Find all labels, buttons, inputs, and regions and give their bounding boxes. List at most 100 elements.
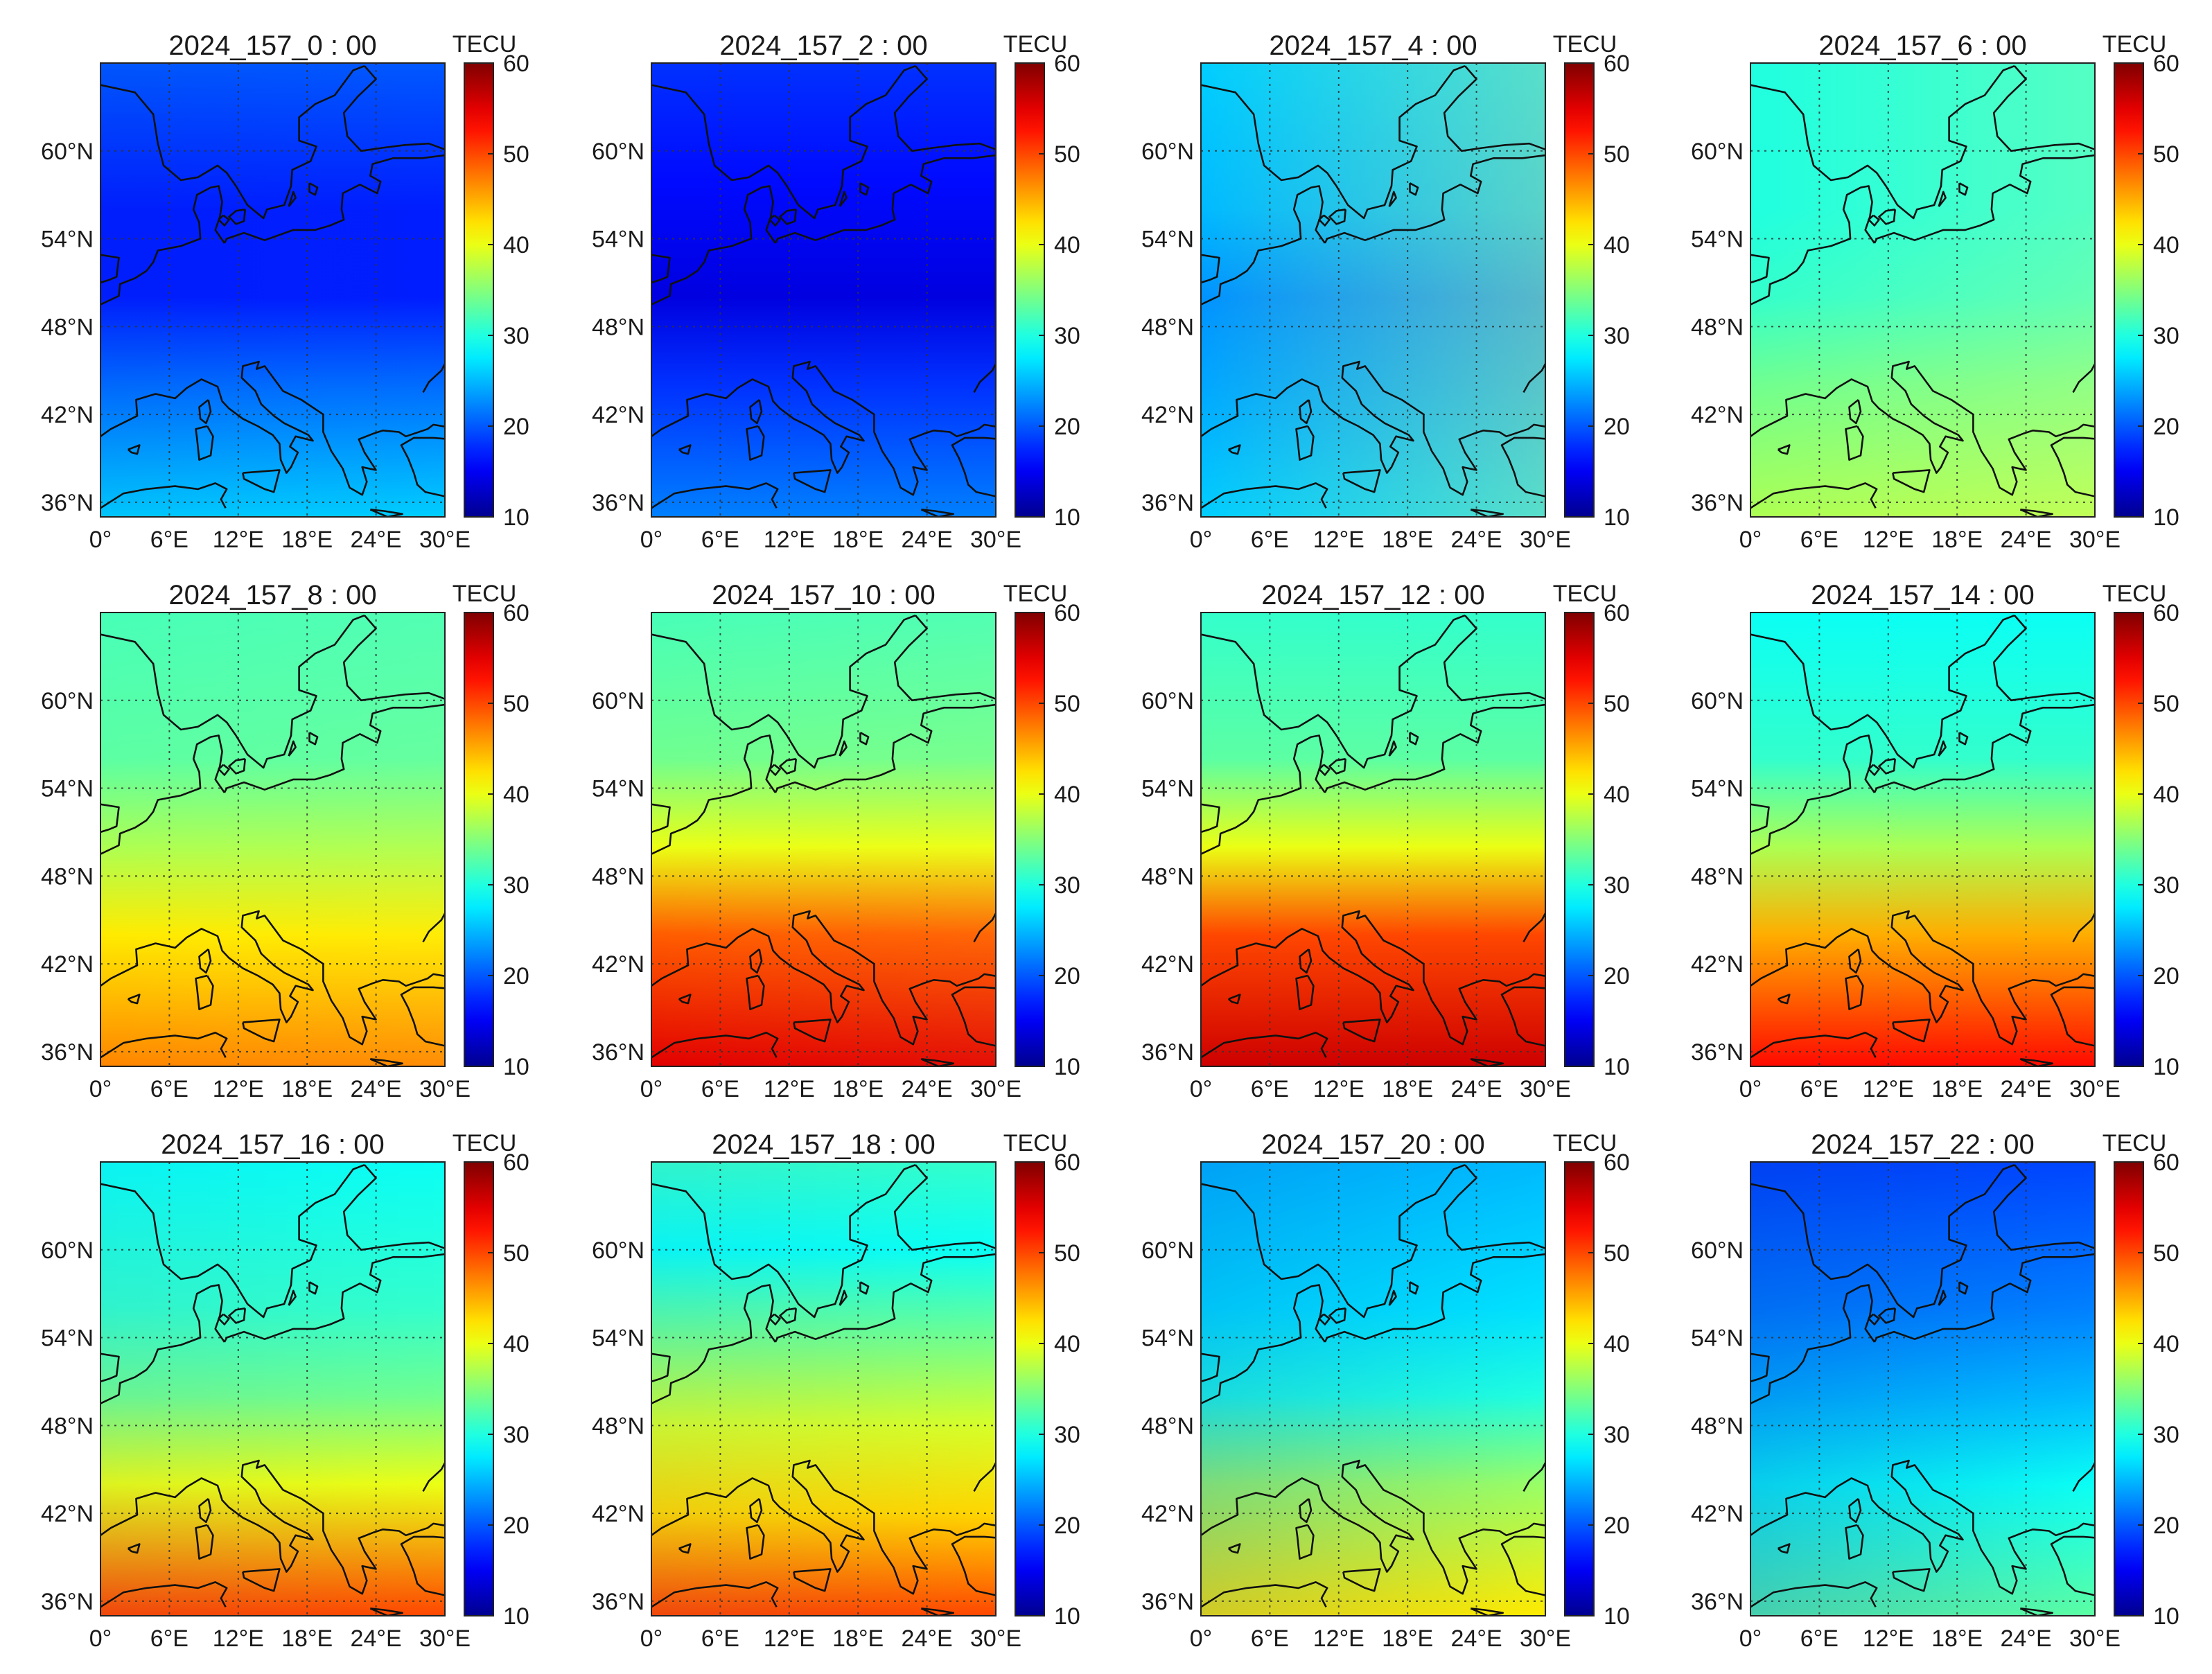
lat-tick-label: 54°N [592, 1325, 644, 1352]
lon-tick-label: 0° [1190, 1076, 1213, 1102]
lon-tick-label: 12°E [764, 1625, 815, 1652]
colorbar [2114, 1161, 2144, 1616]
map-frame [1200, 612, 1546, 1067]
map-frame [1750, 612, 2096, 1067]
lon-tick-label: 18°E [832, 1625, 884, 1652]
panel-title: 2024_157_16 : 00 [161, 1129, 385, 1160]
colorbar-tick-label: 10 [1054, 1054, 1080, 1080]
tec-longitude-shading [1750, 63, 2095, 517]
colorbar-unit-label: TECU [1003, 31, 1068, 58]
lat-tick-label: 42°N [1141, 402, 1194, 428]
colorbar-tick-label: 10 [503, 1603, 529, 1630]
coastlines [1201, 614, 1545, 1066]
lon-tick-label: 30°E [2069, 527, 2121, 553]
lat-tick-label: 60°N [592, 1237, 644, 1264]
lon-tick-label: 24°E [2001, 1625, 2052, 1652]
lat-tick-label: 36°N [592, 1589, 644, 1615]
lat-tick-label: 54°N [41, 1325, 94, 1352]
map-frame [1200, 1161, 1546, 1616]
lat-tick-label: 54°N [1141, 227, 1194, 253]
lon-tick-label: 30°E [419, 527, 471, 553]
colorbar-tick-label: 10 [1604, 1603, 1630, 1630]
colorbar [464, 62, 494, 518]
colorbar-unit-label: TECU [453, 31, 517, 58]
lon-tick-label: 30°E [1520, 1625, 1571, 1652]
lon-tick-label: 24°E [351, 527, 402, 553]
colorbar-unit-label: TECU [1553, 581, 1617, 607]
lat-tick-label: 60°N [1691, 688, 1744, 714]
lat-tick-label: 54°N [1691, 776, 1744, 802]
colorbar-tick-label: 50 [503, 691, 529, 717]
tec-longitude-shading [651, 1162, 996, 1616]
coastlines [651, 1163, 996, 1616]
lat-tick-label: 48°N [1691, 863, 1744, 890]
colorbar-tick-label: 20 [1054, 1513, 1080, 1539]
colorbar-tick-label: 40 [1604, 1331, 1630, 1357]
tec-panel-0: 2024_157_0 : 00 36°N 42°N 48°N 54°N 60°N 0° 6°E… [41, 30, 529, 553]
lat-tick-label: 36°N [41, 1039, 94, 1066]
colorbar-tick-label: 60 [503, 51, 529, 77]
lon-tick-label: 18°E [1382, 1625, 1433, 1652]
colorbar-tick-label: 40 [503, 232, 529, 258]
lon-tick-label: 6°E [701, 527, 739, 553]
panel-title: 2024_157_0 : 00 [168, 30, 376, 61]
colorbar [1564, 612, 1595, 1067]
panel-title: 2024_157_12 : 00 [1261, 580, 1485, 610]
colorbar [464, 1161, 494, 1616]
tec-panel-7: 2024_157_14 : 00 36°N 42°N 48°N 54°N 60°N 0° 6°… [1691, 580, 2179, 1102]
colorbar-tick-label: 50 [2153, 1240, 2179, 1267]
map-frame [100, 1161, 446, 1616]
graticule [1201, 63, 1545, 517]
colorbar-tick-label: 40 [1604, 782, 1630, 808]
colorbar-tick-label: 10 [503, 504, 529, 531]
lon-tick-label: 6°E [1800, 1625, 1838, 1652]
lat-tick-label: 54°N [41, 227, 94, 253]
lat-tick-label: 48°N [592, 863, 644, 890]
colorbar-tick-label: 60 [1054, 600, 1080, 626]
colorbar-tick-label: 10 [2153, 1054, 2179, 1080]
lat-tick-label: 48°N [1691, 314, 1744, 340]
graticule [1750, 63, 2095, 517]
colorbar-tick-label: 60 [1054, 1149, 1080, 1176]
colorbar-tick-label: 60 [2153, 51, 2179, 77]
colorbar-tick-label: 50 [1604, 691, 1630, 717]
panel-title: 2024_157_22 : 00 [1811, 1129, 2035, 1160]
colorbar-tick-label: 60 [1604, 1149, 1630, 1176]
lon-tick-label: 0° [1739, 1625, 1762, 1652]
map-frame [1750, 62, 2096, 518]
colorbar-tick-label: 20 [1054, 963, 1080, 989]
lon-tick-label: 30°E [2069, 1076, 2121, 1102]
lon-tick-label: 12°E [1313, 1625, 1364, 1652]
colorbar-tick-label: 30 [1054, 323, 1080, 349]
colorbar-unit-label: TECU [1553, 31, 1617, 58]
tec-longitude-shading [100, 613, 445, 1066]
lat-tick-label: 42°N [592, 402, 644, 428]
colorbar-tick-label: 30 [503, 323, 529, 349]
lon-tick-label: 0° [89, 1076, 112, 1102]
tec-field [1201, 613, 1545, 1066]
lon-tick-label: 0° [89, 1625, 112, 1652]
tec-panel-2: 2024_157_4 : 00 36°N 42°N 48°N 54°N 60°N 0° 6°E… [1141, 30, 1630, 553]
lat-tick-label: 36°N [1141, 1589, 1194, 1615]
lat-tick-label: 60°N [1141, 1237, 1194, 1264]
panel-title: 2024_157_20 : 00 [1261, 1129, 1485, 1160]
lat-tick-label: 60°N [592, 139, 644, 165]
colorbar-tick-label: 10 [2153, 1603, 2179, 1630]
coastlines [651, 64, 996, 517]
lon-tick-label: 6°E [701, 1076, 739, 1102]
colorbar-tick-label: 50 [1054, 141, 1080, 168]
lon-tick-label: 18°E [832, 1076, 884, 1102]
lat-tick-label: 60°N [1141, 688, 1194, 714]
tec-panel-9: 2024_157_18 : 00 36°N 42°N 48°N 54°N 60°N 0° 6°… [592, 1129, 1080, 1652]
coastlines [1750, 64, 2095, 517]
tec-longitude-shading [1750, 1162, 2095, 1616]
tec-field [1750, 613, 2095, 1066]
colorbar [2114, 612, 2144, 1067]
lon-tick-label: 24°E [902, 1625, 953, 1652]
colorbar-tick-label: 60 [2153, 600, 2179, 626]
lon-tick-label: 12°E [1863, 1076, 1914, 1102]
colorbar-unit-label: TECU [453, 581, 517, 607]
lon-tick-label: 0° [1190, 1625, 1213, 1652]
lon-tick-label: 12°E [1863, 527, 1914, 553]
